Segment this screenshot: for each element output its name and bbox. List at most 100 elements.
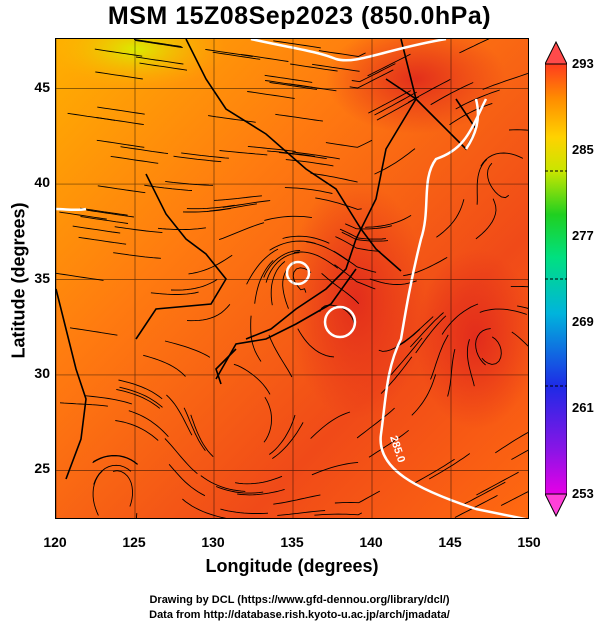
streamline [214,195,262,201]
streamline [315,197,362,210]
streamline [277,510,326,516]
streamline [294,251,339,269]
streamline [222,200,271,208]
streamline [495,431,528,454]
streamline [310,411,351,439]
streamline [120,146,169,155]
streamline [475,328,491,366]
streamline [314,512,363,516]
contour-285 [56,39,527,518]
streamline [311,461,359,476]
streamline [367,53,411,77]
streamline [186,304,231,322]
streamline [182,208,231,213]
streamline [110,155,159,164]
footer-credit-drawing: Drawing by DCL (https://www.gfd-dennou.o… [149,594,450,606]
streamline [318,50,366,57]
colorbar-tick-label: 269 [572,314,594,329]
temperature-map: 285.0 [56,39,528,518]
streamline [128,410,169,438]
y-axis-label: Latitude (degrees) [8,202,29,359]
streamline [376,96,420,121]
streamline [390,337,423,375]
streamline [275,113,323,122]
streamline [321,273,360,305]
streamline [170,279,218,291]
streamline [273,40,321,49]
streamline [306,241,350,263]
streamline [166,394,193,436]
streamline [112,470,133,507]
streamline [378,329,421,352]
streamline [272,422,304,459]
colorbar-tick-label: 253 [572,486,594,501]
streamline [254,260,274,304]
streamline [80,207,128,216]
streamline [374,91,417,116]
streamline [356,407,395,439]
streamline [462,481,506,506]
y-tick-label: 40 [34,174,50,191]
streamline [511,331,528,347]
streamline [517,305,528,309]
streamline [430,82,474,106]
streamline [69,327,118,336]
streamline [479,308,527,315]
streamline [263,396,272,443]
colorbar-tick-label: 277 [572,228,594,243]
streamline [181,152,229,159]
colorbar-tick-label: 285 [572,142,594,157]
x-tick-label: 120 [43,534,67,550]
streamline [447,348,456,397]
streamline [310,172,358,183]
colorbar-bottom-arrow [545,493,567,518]
chart-title: MSM 15Z08Sep2023 (850.0hPa) [107,2,492,30]
streamline [413,458,455,485]
streamline [80,216,129,224]
streamline [351,63,396,83]
y-tick-label: 30 [34,364,50,381]
streamline [115,420,159,441]
streamline [341,231,389,242]
streamline [264,74,313,83]
colorbar [545,40,567,518]
streamline [449,102,493,126]
warm-region-north [326,39,506,134]
streamline [368,90,411,114]
streamline [240,53,289,62]
streamline [139,62,188,71]
streamline [97,185,146,194]
streamline [183,407,206,451]
colorbar-tick-label: 261 [572,400,594,415]
x-tick-label: 140 [359,534,383,550]
streamline [325,139,373,148]
streamline [403,257,448,277]
streamline [116,388,161,409]
streamline [96,139,145,148]
streamline [246,248,279,285]
streamline [510,285,528,288]
streamline [84,395,133,405]
streamline [265,252,300,283]
streamline [208,115,256,123]
streamline [215,486,264,494]
x-tick-label: 150 [517,534,541,550]
cool-region [56,39,226,89]
streamline [143,354,186,377]
streamline [466,339,475,387]
streamline [250,315,262,362]
streamline [312,63,360,72]
colorbar-tick-label: 293 [572,56,594,71]
footer-credit-data: Data from http://database.rish.kyoto-u.a… [149,609,450,621]
streamline [233,363,271,395]
streamline [114,226,163,234]
streamline [365,215,412,228]
streamline [86,209,134,218]
streamline [428,453,471,480]
streamline [173,155,222,163]
streamline [72,225,121,234]
streamline [334,490,381,504]
streamline [92,455,138,465]
x-tick-label: 135 [280,534,304,550]
streamline [436,199,465,238]
